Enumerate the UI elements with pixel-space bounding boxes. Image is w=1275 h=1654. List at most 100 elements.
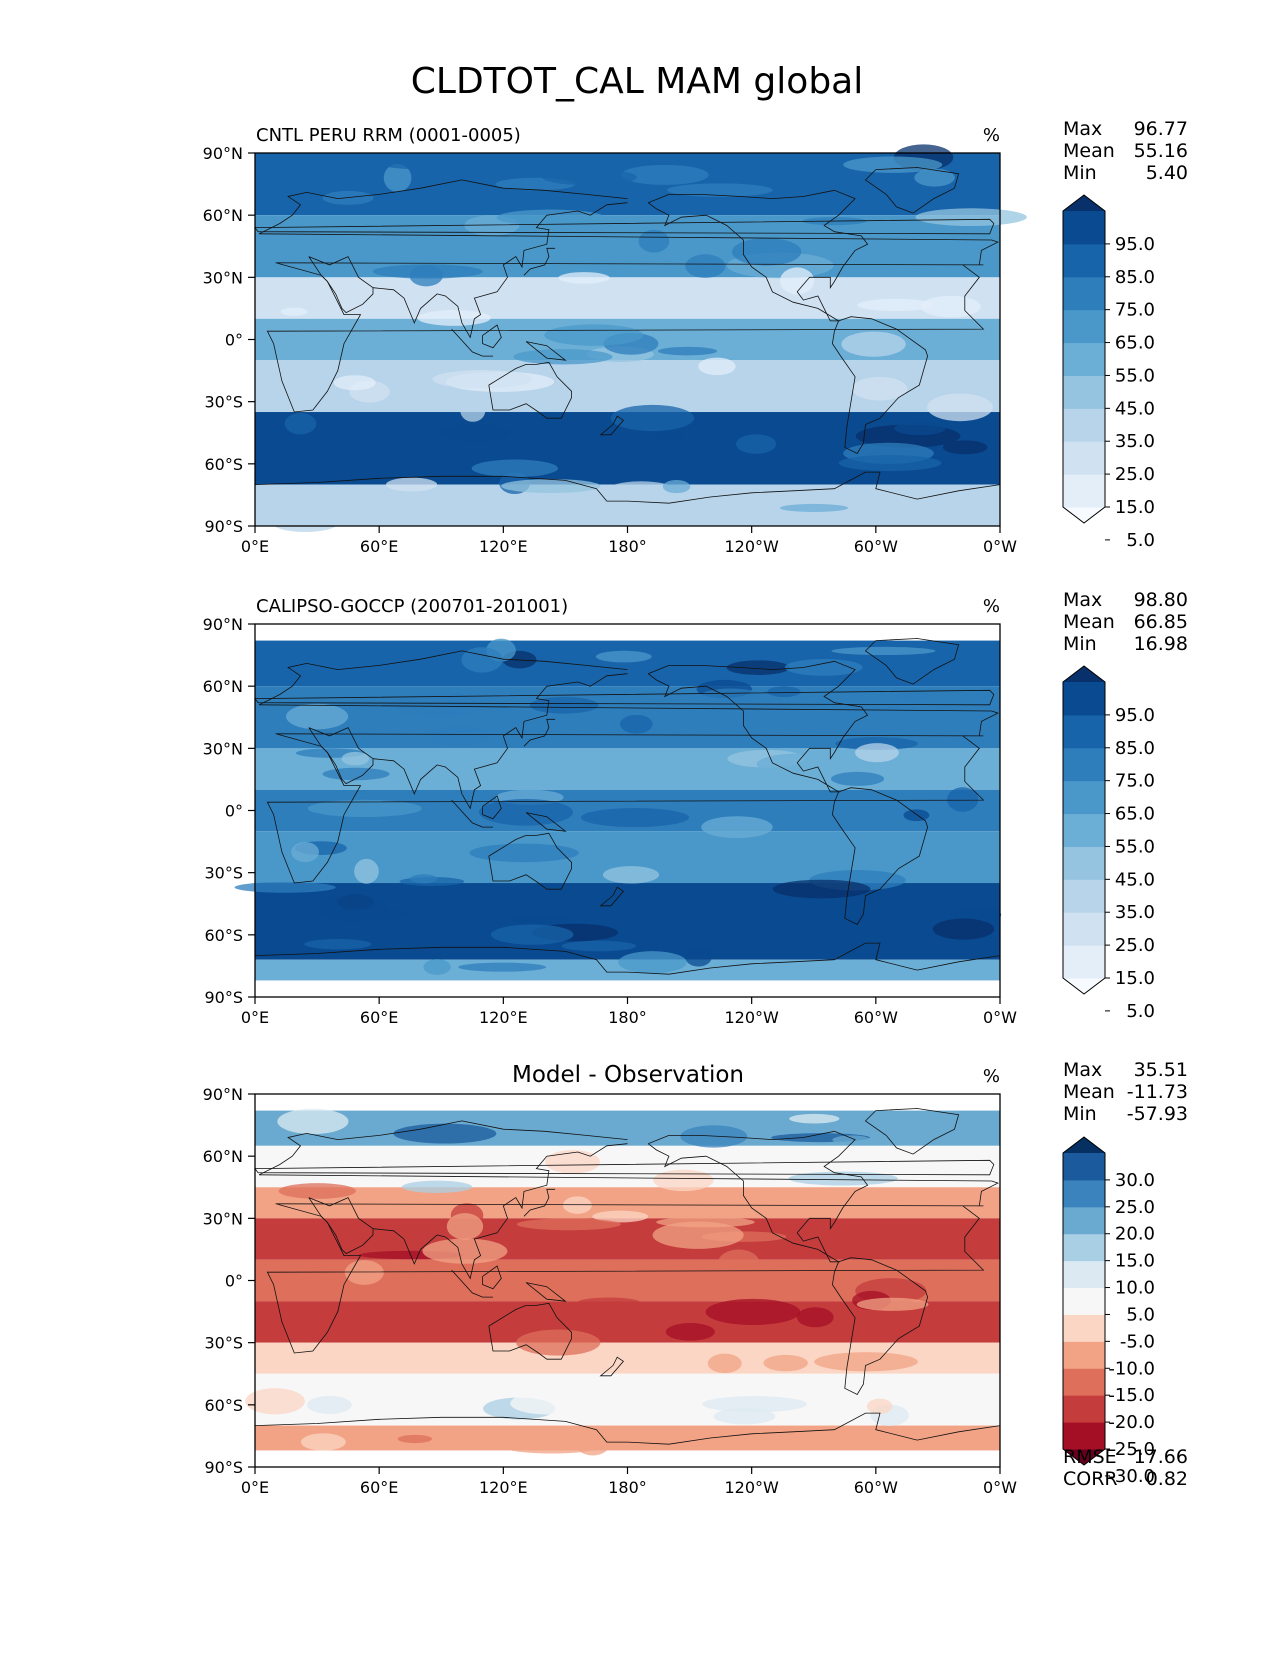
colorbar-tick-label: 85.0 [1115, 738, 1155, 759]
lat-tick-label: 30°S [204, 864, 243, 883]
field-contour [410, 874, 438, 884]
stat-max-value: 98.80 [1134, 589, 1188, 611]
field-contour [529, 696, 599, 714]
coastline [864, 167, 960, 214]
field-contour [789, 1263, 843, 1286]
lon-tick-label: 60°W [854, 1008, 898, 1027]
field-contour [245, 1388, 305, 1415]
field-contour [903, 809, 930, 822]
lon-tick-label: 0°E [241, 1478, 269, 1497]
field-contour [460, 399, 486, 422]
stat-mean-label: Mean [1063, 140, 1115, 162]
lat-tick-label: 30°S [204, 1334, 243, 1353]
colorbar-segment [1063, 1314, 1105, 1342]
corr-label: CORR [1063, 1468, 1118, 1490]
colorbar-tick-label: 25.0 [1115, 464, 1155, 485]
colorbar-tick-label: 35.0 [1115, 431, 1155, 452]
stat-min-value: 16.98 [1134, 633, 1188, 655]
stat-min-value: 5.40 [1146, 162, 1188, 184]
coastline [599, 415, 624, 436]
field-contour [461, 647, 503, 673]
colorbar-extend-max [1063, 666, 1105, 682]
field-contour [382, 159, 470, 170]
field-contour [605, 481, 678, 502]
field-contour [306, 1395, 352, 1414]
lon-axis: 0°E 60°E 120°E 180° 120°W 60°W 0°W [241, 1467, 1017, 1497]
lat-tick-label: 90°N [203, 144, 243, 163]
map-field-model [255, 144, 1027, 533]
lon-tick-label: 60°E [360, 1008, 398, 1027]
coastline [831, 316, 929, 455]
field-contour [280, 307, 308, 316]
lon-tick-label: 180° [608, 1008, 647, 1027]
coastline [647, 1130, 869, 1263]
field-contour [796, 1307, 834, 1328]
field-contour [285, 1321, 378, 1341]
field-contour [684, 945, 713, 967]
lat-tick-label: 60°N [203, 677, 243, 696]
rmse-label: RMSE [1063, 1446, 1117, 1468]
stat-mean-label: Mean [1063, 1081, 1115, 1103]
coastline [451, 328, 493, 357]
field-contour [417, 310, 491, 326]
field-contour [446, 1213, 484, 1240]
field-contour [756, 753, 845, 775]
lon-tick-label: 0°E [241, 1008, 269, 1027]
colorbar-segment [1063, 408, 1105, 442]
coastline [525, 1282, 567, 1302]
field-contour [788, 1171, 898, 1186]
field-contour [273, 515, 338, 533]
colorbar-tick-label: 30.0 [1115, 1170, 1155, 1191]
colorbar-segment [1063, 1206, 1105, 1235]
colorbar-segment [1063, 243, 1105, 278]
colorbar-tick-label: -10.0 [1108, 1358, 1155, 1379]
field-contour [300, 1433, 346, 1451]
colorbar-tick-label: 5.0 [1126, 1304, 1155, 1325]
field-contour [563, 1196, 592, 1214]
colorbar-extend-max [1063, 1137, 1105, 1153]
field-contour [843, 156, 943, 173]
colorbar-tick-label: 25.0 [1115, 935, 1155, 956]
lat-tick-label: 30°S [204, 393, 243, 412]
lon-tick-label: 180° [608, 537, 647, 556]
colorbar-segment [1063, 1233, 1105, 1262]
colorbar-segment [1063, 342, 1105, 376]
lon-tick-label: 60°E [360, 1478, 398, 1497]
field-contour [832, 1135, 871, 1145]
field-contour [620, 164, 709, 185]
coastline [258, 179, 999, 265]
colorbar-segment [1063, 211, 1105, 245]
colorbar-segment [1063, 1368, 1105, 1396]
field-contour [490, 924, 574, 945]
stats-block: Max 98.80 Mean 66.85 Min 16.98 [1063, 589, 1188, 655]
panel-observation: CALIPSO-GOCCP (200701-201001) % 90°N 60°N… [203, 589, 1188, 1027]
colorbar-tick-label: 15.0 [1115, 497, 1155, 518]
stat-mean-value: -11.73 [1127, 1081, 1188, 1103]
panel-model: CNTL PERU RRM (0001-0005) % 90°N 60°N 30°N… [203, 118, 1188, 556]
colorbar-difference: 30.0 25.0 20.0 15.0 10.0 5.0 -5.0 -10.0 -15.0 -20… [1062, 1136, 1155, 1487]
colorbar-segment [1063, 1395, 1105, 1423]
field-contour [285, 283, 316, 301]
field-contour [291, 841, 319, 863]
field-contour [852, 376, 908, 401]
field-contour [701, 816, 773, 839]
coastline [599, 1356, 624, 1377]
field-contour [385, 477, 438, 492]
lat-axis: 90°N 60°N 30°N 0° 30°S 60°S 90°S [203, 144, 255, 536]
stat-min-label: Min [1063, 633, 1097, 655]
field-contour [897, 689, 929, 704]
colorbar-tick-label: 10.0 [1115, 1278, 1155, 1299]
colorbar-tick-label: 65.0 [1115, 333, 1155, 354]
coastline [308, 256, 374, 314]
colorbar-tick-label: 95.0 [1115, 234, 1155, 255]
coastline [488, 361, 572, 419]
field-contour [855, 743, 899, 763]
field-contour [471, 459, 559, 478]
colorbar-tick-label: -20.0 [1108, 1412, 1155, 1433]
lon-tick-label: 120°E [479, 537, 528, 556]
colorbar-segment [1063, 945, 1105, 979]
coastline [647, 660, 869, 793]
field-contour [763, 1354, 808, 1372]
field-contour [652, 1221, 744, 1249]
colorbar-tick-label: 15.0 [1115, 968, 1155, 989]
